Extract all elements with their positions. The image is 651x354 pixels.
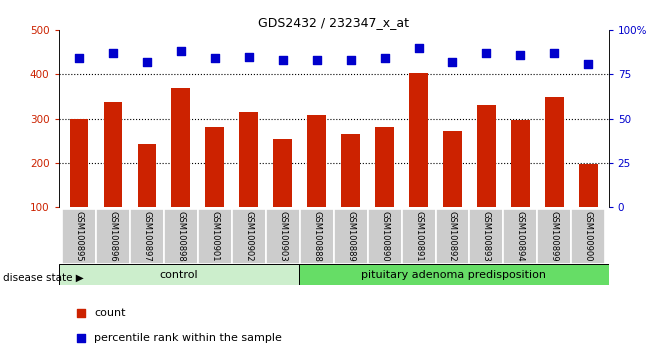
Title: GDS2432 / 232347_x_at: GDS2432 / 232347_x_at xyxy=(258,16,409,29)
Bar xyxy=(70,119,89,251)
Point xyxy=(311,57,322,63)
Point xyxy=(346,57,356,63)
Bar xyxy=(299,264,609,285)
Text: GSM100897: GSM100897 xyxy=(143,211,152,262)
Point xyxy=(176,48,186,54)
Bar xyxy=(299,209,333,264)
Text: GSM100894: GSM100894 xyxy=(516,211,525,262)
Text: GSM100891: GSM100891 xyxy=(414,211,423,262)
Point xyxy=(380,56,390,61)
Point xyxy=(277,57,288,63)
Point xyxy=(243,54,254,59)
Point xyxy=(529,179,539,184)
Point xyxy=(210,56,220,61)
Bar xyxy=(368,209,402,264)
Text: GSM100892: GSM100892 xyxy=(448,211,457,262)
Bar xyxy=(59,264,299,285)
Bar xyxy=(333,209,368,264)
Bar xyxy=(62,209,96,264)
Point xyxy=(515,52,525,58)
Text: GSM100890: GSM100890 xyxy=(380,211,389,262)
Text: GSM100888: GSM100888 xyxy=(312,211,321,262)
Text: GSM100900: GSM100900 xyxy=(584,211,593,262)
Point xyxy=(142,59,152,65)
Point xyxy=(583,61,594,67)
Text: GSM100895: GSM100895 xyxy=(74,211,83,262)
Bar xyxy=(503,209,537,264)
Point xyxy=(107,50,118,56)
Bar xyxy=(307,115,326,251)
Bar xyxy=(266,209,299,264)
Bar xyxy=(477,105,496,251)
Text: GSM100893: GSM100893 xyxy=(482,211,491,262)
Bar xyxy=(545,97,564,251)
Text: control: control xyxy=(159,270,199,280)
Text: GSM100902: GSM100902 xyxy=(244,211,253,262)
Bar xyxy=(130,209,164,264)
Point xyxy=(74,56,84,61)
Text: pituitary adenoma predisposition: pituitary adenoma predisposition xyxy=(361,270,546,280)
Text: count: count xyxy=(94,308,126,318)
Bar xyxy=(232,209,266,264)
Text: GSM100899: GSM100899 xyxy=(550,211,559,262)
Bar xyxy=(198,209,232,264)
Text: GSM100889: GSM100889 xyxy=(346,211,355,262)
Bar xyxy=(443,131,462,251)
Bar xyxy=(579,164,598,251)
Text: GSM100896: GSM100896 xyxy=(109,211,117,262)
Bar xyxy=(171,88,190,251)
Text: GSM100901: GSM100901 xyxy=(210,211,219,262)
Bar xyxy=(104,102,122,251)
Bar xyxy=(511,120,530,251)
Text: disease state ▶: disease state ▶ xyxy=(3,273,84,283)
Point xyxy=(549,50,560,56)
Bar xyxy=(137,144,156,251)
Bar xyxy=(402,209,436,264)
Bar xyxy=(164,209,198,264)
Point xyxy=(413,45,424,51)
Bar xyxy=(273,138,292,251)
Point xyxy=(447,59,458,65)
Bar xyxy=(206,127,224,251)
Bar xyxy=(96,209,130,264)
Text: GSM100898: GSM100898 xyxy=(176,211,186,262)
Bar xyxy=(537,209,572,264)
Bar xyxy=(375,127,394,251)
Text: percentile rank within the sample: percentile rank within the sample xyxy=(94,333,283,343)
Bar xyxy=(341,134,360,251)
Text: GSM100903: GSM100903 xyxy=(278,211,287,262)
Bar xyxy=(469,209,503,264)
Point xyxy=(481,50,492,56)
Bar xyxy=(436,209,469,264)
Bar xyxy=(409,73,428,251)
Bar xyxy=(572,209,605,264)
Bar xyxy=(240,113,258,251)
